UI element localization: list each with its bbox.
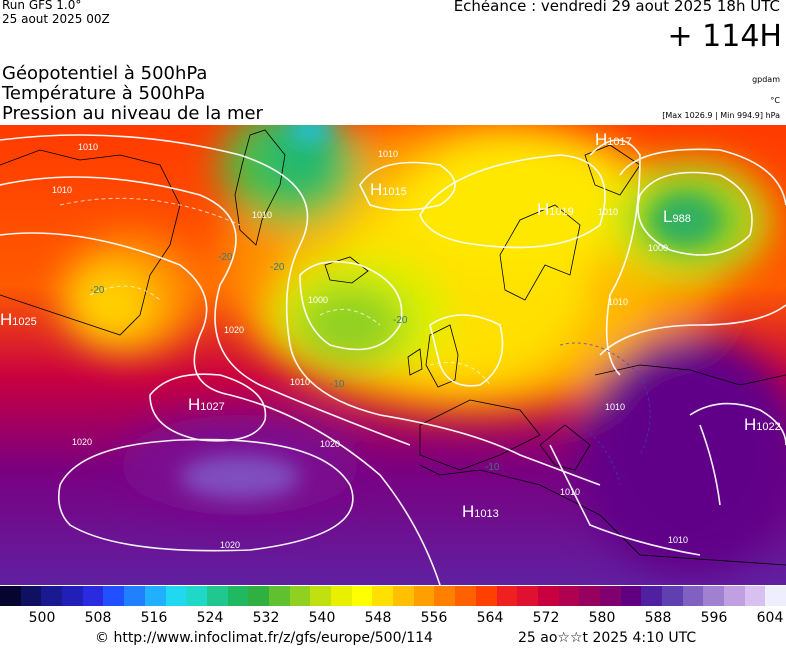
unit-temperature: °C [770,96,780,105]
isobar-label: 1010 [52,185,72,195]
isobar-label: 1020 [220,540,240,550]
color-scale-swatch [82,586,104,606]
color-scale [0,586,786,606]
color-scale-swatch [682,586,704,606]
isobar-label: 1010 [560,487,580,497]
color-scale-tick-label: 596 [700,610,728,626]
color-scale-swatch [496,586,518,606]
color-scale-swatch [0,586,21,606]
color-scale-tick-label: 548 [364,610,392,626]
title-geopotential: Géopotentiel à 500hPa [2,63,208,84]
temperature-label: -10 [485,462,500,473]
isobar-label: 1010 [290,377,310,387]
color-scale-tick-label: 556 [420,610,448,626]
color-scale-swatch [165,586,187,606]
color-scale-swatch [724,586,745,606]
color-scale-tick-label: 580 [588,610,616,626]
forecast-valid-time: Echéance : vendredi 29 aout 2025 18h UTC [453,0,780,15]
pressure-center-h-1013: H1013 [462,502,499,521]
color-scale-swatch [703,586,725,606]
color-scale-swatch [455,586,476,606]
color-scale-swatch [289,586,311,606]
color-scale-swatch [662,586,683,606]
color-scale-tick-label: 516 [140,610,168,626]
color-scale-swatch [765,586,786,606]
color-scale-tick-label: 540 [308,610,336,626]
color-scale-swatch [124,586,145,606]
color-scale-swatch [41,586,63,606]
color-scale-swatch [227,586,249,606]
pressure-center-h-1017: H1017 [595,130,632,149]
color-scale-swatch [186,586,207,606]
temperature-label: -20 [270,262,285,273]
pressure-center-l-988: L988 [663,207,691,226]
color-scale-swatch [413,586,435,606]
generation-time: 25 ao☆☆t 2025 4:10 UTC [518,630,697,646]
color-scale-swatch [641,586,662,606]
temperature-label: -20 [90,285,105,296]
color-scale-swatch [620,586,642,606]
color-scale-swatch [206,586,228,606]
temperature-label: -20 [393,315,408,326]
color-scale-swatch [579,586,600,606]
isobar-label: 1010 [78,142,98,152]
isobar-label: 1000 [308,295,328,305]
weather-map: H1025 H1027 H1015 H1019 H1017 L988 H1013… [0,125,786,585]
isobar-label: 1010 [605,402,625,412]
color-scale-tick-label: 588 [644,610,672,626]
color-scale-swatch [372,586,394,606]
color-scale-tick-label: 500 [28,610,56,626]
color-scale-swatch [310,586,331,606]
pressure-center-h-1025: H1025 [0,310,37,329]
color-scale-tick-label: 524 [196,610,224,626]
forecast-lead-time: + 114H [667,19,783,54]
pressure-center-h-1022: H1022 [744,415,781,434]
color-scale-swatch [351,586,373,606]
isobar-label: 1010 [598,207,618,217]
isobar-label: 1010 [608,297,628,307]
isobar-label: 1020 [320,439,340,449]
color-scale-swatch [144,586,166,606]
pressure-center-h-1019: H1019 [537,200,574,219]
color-scale-swatch [20,586,42,606]
color-scale-swatch [248,586,269,606]
color-scale-tick-label: 572 [532,610,560,626]
color-scale-tick-label: 604 [756,610,784,626]
source-url: © http://www.infoclimat.fr/z/gfs/europe/… [95,630,433,646]
color-scale-swatch [434,586,456,606]
isobar-label: 1010 [668,535,688,545]
color-scale-swatch [537,586,559,606]
isobar-label: 1020 [224,325,244,335]
title-temperature: Température à 500hPa [2,83,206,104]
isobar-label: 1020 [72,437,92,447]
pressure-center-h-1015: H1015 [370,180,407,199]
pressure-center-h-1027: H1027 [188,395,225,414]
color-scale-tick-label: 532 [252,610,280,626]
temperature-label: -10 [330,379,345,390]
color-scale-swatch [331,586,352,606]
isobar-label: 1010 [378,149,398,159]
isobar-label: 1010 [252,210,272,220]
color-scale-swatch [103,586,125,606]
color-scale-swatch [268,586,290,606]
color-scale-swatch [517,586,538,606]
color-scale-ticks: 500 508 516 524 532 540 548 556 564 572 580 588 596 6… [0,610,786,628]
color-scale-swatch [62,586,83,606]
color-scale-swatch [558,586,580,606]
run-label: Run GFS 1.0° [2,0,82,12]
unit-pressure-range: [Max 1026.9 | Min 994.9] hPa [662,111,780,120]
title-pressure: Pression au niveau de la mer [2,103,263,124]
color-scale-swatch [744,586,766,606]
run-date: 25 aout 2025 00Z [2,12,110,26]
color-scale-tick-label: 564 [476,610,504,626]
color-scale-swatch [599,586,621,606]
color-scale-swatch [393,586,414,606]
unit-geopotential: gpdam [752,75,780,84]
color-scale-tick-label: 508 [84,610,112,626]
temperature-label: -20 [218,252,233,263]
isobar-label: 1000 [648,243,668,253]
color-scale-swatch [475,586,497,606]
